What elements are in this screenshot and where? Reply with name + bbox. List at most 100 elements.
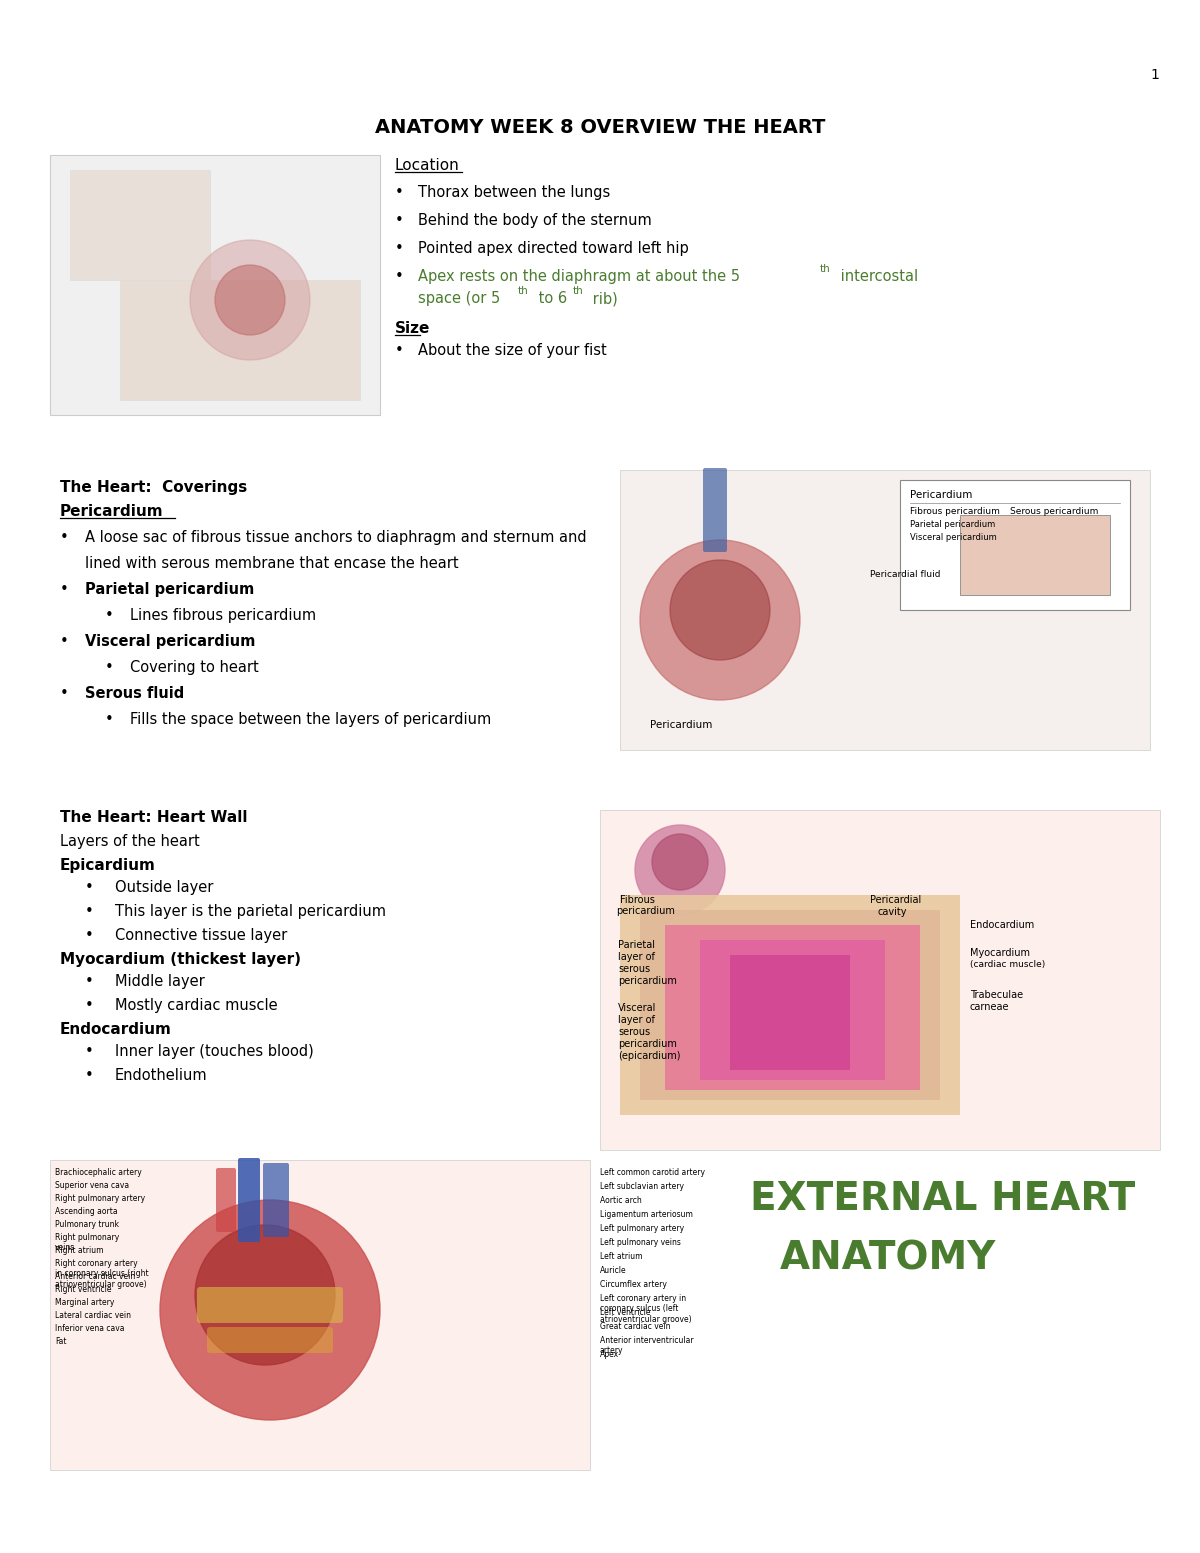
Text: carneae: carneae — [970, 1002, 1009, 1013]
Text: intercostal: intercostal — [836, 269, 918, 284]
Text: Thorax between the lungs: Thorax between the lungs — [418, 185, 611, 200]
Text: Myocardium (thickest layer): Myocardium (thickest layer) — [60, 952, 301, 968]
Text: Endocardium: Endocardium — [970, 919, 1034, 930]
Circle shape — [640, 540, 800, 700]
FancyBboxPatch shape — [700, 940, 886, 1079]
Text: Right pulmonary artery: Right pulmonary artery — [55, 1194, 145, 1204]
Text: Left atrium: Left atrium — [600, 1252, 642, 1261]
Text: Left pulmonary artery: Left pulmonary artery — [600, 1224, 684, 1233]
Text: pericardium: pericardium — [618, 1039, 677, 1048]
Text: pericardium: pericardium — [618, 975, 677, 986]
Text: Great cardiac vein: Great cardiac vein — [600, 1322, 671, 1331]
Text: Size: Size — [395, 321, 431, 335]
Text: ANATOMY WEEK 8 OVERVIEW THE HEART: ANATOMY WEEK 8 OVERVIEW THE HEART — [374, 118, 826, 137]
Text: •: • — [85, 881, 94, 895]
Circle shape — [190, 241, 310, 360]
Text: Middle layer: Middle layer — [115, 974, 205, 989]
Text: Left coronary artery in
coronary sulcus (left
atrioventricular groove): Left coronary artery in coronary sulcus … — [600, 1294, 691, 1323]
Text: Location: Location — [395, 158, 460, 172]
FancyBboxPatch shape — [50, 155, 380, 415]
Text: Visceral pericardium: Visceral pericardium — [910, 533, 997, 542]
Text: Endocardium: Endocardium — [60, 1022, 172, 1037]
Text: Left pulmonary veins: Left pulmonary veins — [600, 1238, 680, 1247]
Text: Endothelium: Endothelium — [115, 1068, 208, 1082]
Text: Fat: Fat — [55, 1337, 66, 1346]
Text: serous: serous — [618, 964, 650, 974]
Text: •: • — [106, 711, 114, 727]
Text: •: • — [60, 530, 68, 545]
Text: Mostly cardiac muscle: Mostly cardiac muscle — [115, 999, 277, 1013]
Text: A loose sac of fibrous tissue anchors to diaphragm and sternum and: A loose sac of fibrous tissue anchors to… — [85, 530, 587, 545]
Text: lined with serous membrane that encase the heart: lined with serous membrane that encase t… — [85, 556, 458, 572]
Text: •: • — [85, 999, 94, 1013]
Text: •: • — [85, 1044, 94, 1059]
Text: Epicardium: Epicardium — [60, 857, 156, 873]
Text: Pericardium: Pericardium — [60, 505, 163, 519]
FancyBboxPatch shape — [600, 811, 1160, 1151]
FancyBboxPatch shape — [620, 471, 1150, 750]
Text: cavity: cavity — [878, 907, 907, 916]
Text: Outside layer: Outside layer — [115, 881, 214, 895]
FancyBboxPatch shape — [120, 280, 360, 401]
Text: Ascending aorta: Ascending aorta — [55, 1207, 118, 1216]
Text: Apex: Apex — [600, 1350, 619, 1359]
Text: Parietal: Parietal — [618, 940, 655, 950]
Text: Ligamentum arteriosum: Ligamentum arteriosum — [600, 1210, 692, 1219]
Text: Anterior cardiac vein: Anterior cardiac vein — [55, 1272, 136, 1281]
Text: Covering to heart: Covering to heart — [130, 660, 259, 676]
FancyBboxPatch shape — [197, 1287, 343, 1323]
Text: Parietal pericardium: Parietal pericardium — [85, 582, 254, 596]
FancyBboxPatch shape — [703, 467, 727, 551]
Text: space (or 5: space (or 5 — [418, 290, 500, 306]
Text: Right ventricle: Right ventricle — [55, 1284, 112, 1294]
Text: •: • — [106, 660, 114, 676]
Text: •: • — [60, 634, 68, 649]
FancyBboxPatch shape — [665, 926, 920, 1090]
Text: Lateral cardiac vein: Lateral cardiac vein — [55, 1311, 131, 1320]
FancyBboxPatch shape — [208, 1326, 334, 1353]
Text: th: th — [574, 286, 583, 297]
Text: serous: serous — [618, 1027, 650, 1037]
Text: This layer is the parietal pericardium: This layer is the parietal pericardium — [115, 904, 386, 919]
Text: Left common carotid artery: Left common carotid artery — [600, 1168, 706, 1177]
Text: Pericardial fluid: Pericardial fluid — [870, 570, 941, 579]
Text: Layers of the heart: Layers of the heart — [60, 834, 199, 849]
Text: Lines fibrous pericardium: Lines fibrous pericardium — [130, 609, 316, 623]
Text: rib): rib) — [588, 290, 618, 306]
FancyBboxPatch shape — [50, 1160, 590, 1471]
Text: Pericardial: Pericardial — [870, 895, 922, 905]
Text: Anterior interventricular
artery: Anterior interventricular artery — [600, 1336, 694, 1356]
Text: Connective tissue layer: Connective tissue layer — [115, 929, 287, 943]
Text: EXTERNAL HEART: EXTERNAL HEART — [750, 1180, 1135, 1218]
Text: Serous fluid: Serous fluid — [85, 686, 185, 700]
Text: •: • — [85, 929, 94, 943]
Text: Pericardium: Pericardium — [910, 491, 972, 500]
Text: Marginal artery: Marginal artery — [55, 1298, 114, 1308]
Text: Inferior vena cava: Inferior vena cava — [55, 1325, 125, 1332]
Text: Right atrium: Right atrium — [55, 1246, 103, 1255]
Text: (epicardium): (epicardium) — [618, 1051, 680, 1061]
Text: Inner layer (touches blood): Inner layer (touches blood) — [115, 1044, 313, 1059]
Text: th: th — [820, 264, 830, 273]
FancyBboxPatch shape — [216, 1168, 236, 1232]
Text: Brachiocephalic artery: Brachiocephalic artery — [55, 1168, 142, 1177]
Text: •: • — [106, 609, 114, 623]
FancyBboxPatch shape — [640, 910, 940, 1100]
Text: •: • — [395, 185, 403, 200]
Text: Right coronary artery
in coronary sulcus (right
atrioventricular groove): Right coronary artery in coronary sulcus… — [55, 1259, 149, 1289]
Text: Superior vena cava: Superior vena cava — [55, 1180, 130, 1190]
Text: (cardiac muscle): (cardiac muscle) — [970, 960, 1045, 969]
Circle shape — [194, 1225, 335, 1365]
Circle shape — [652, 834, 708, 890]
Text: •: • — [85, 974, 94, 989]
Text: Right pulmonary
veins: Right pulmonary veins — [55, 1233, 119, 1252]
FancyBboxPatch shape — [263, 1163, 289, 1238]
Text: •: • — [60, 686, 68, 700]
Text: Visceral: Visceral — [618, 1003, 656, 1013]
Text: The Heart: Heart Wall: The Heart: Heart Wall — [60, 811, 247, 825]
Text: •: • — [60, 582, 68, 596]
Circle shape — [670, 561, 770, 660]
FancyBboxPatch shape — [238, 1159, 260, 1242]
Circle shape — [635, 825, 725, 915]
Text: •: • — [395, 269, 403, 284]
